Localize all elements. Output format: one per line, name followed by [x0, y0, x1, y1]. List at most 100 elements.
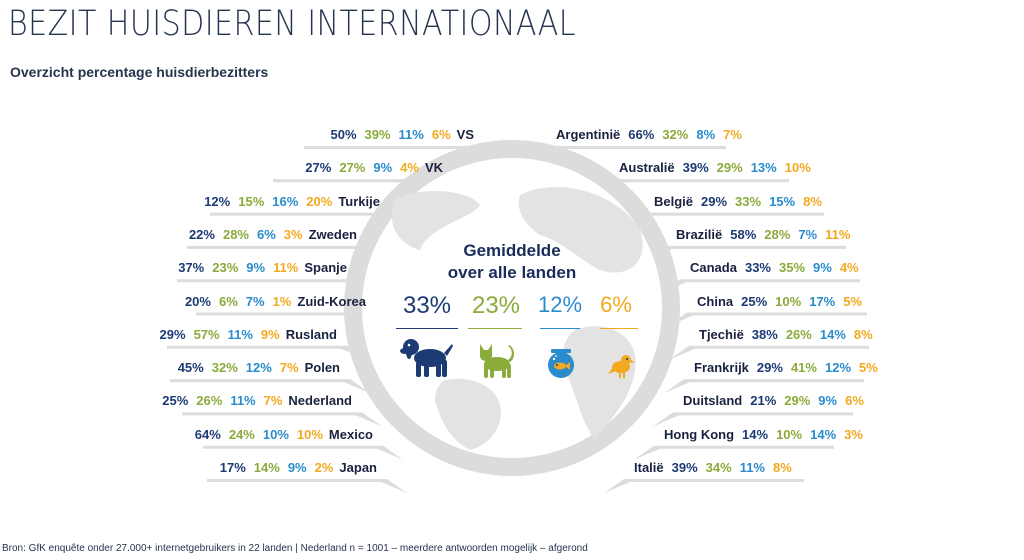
fish-value: 17% [809, 293, 836, 309]
country-row-left: 37% 23% 9% 11% Spanje [170, 259, 347, 277]
fish-value: 12% [824, 360, 852, 376]
bird-value: 4% [839, 260, 859, 276]
bird-value: 9% [260, 326, 280, 342]
connector-line [167, 345, 367, 360]
average-bird-value: 6% [600, 292, 632, 317]
country-name: Hong Kong [664, 426, 735, 442]
fish-value: 9% [373, 160, 393, 176]
fish-value: 11% [227, 326, 253, 342]
dog-value: 58% [730, 226, 757, 242]
country-name: Polen [304, 360, 340, 376]
fish-value: 7% [798, 226, 818, 242]
country-row-right: Canada 33% 35% 9% 4% [690, 259, 859, 277]
dog-value: 66% [628, 127, 655, 142]
cat-value: 32% [211, 360, 238, 376]
cat-value: 34% [705, 460, 732, 475]
country-name: VK [424, 160, 443, 176]
dog-value: 29% [159, 326, 186, 342]
bird-value: 11% [273, 260, 299, 276]
dog-value: 27% [305, 160, 332, 176]
country-row-right: China 25% 10% 17% 5% [697, 293, 862, 311]
fish-value: 11% [398, 127, 424, 142]
cat-value: 26% [196, 393, 223, 409]
fishbowl-icon [548, 349, 574, 378]
dog-icon [400, 339, 453, 377]
dog-value: 45% [177, 360, 204, 376]
average-dog-value: 33% [402, 292, 452, 319]
connector-line [669, 345, 869, 360]
cat-value: 28% [222, 226, 249, 242]
cat-value: 32% [662, 127, 689, 142]
country-name: Duitsland [683, 393, 743, 409]
bird-value: 3% [283, 226, 303, 242]
average-cat-underline [468, 328, 522, 329]
dog-value: 29% [701, 193, 728, 209]
cat-value: 10% [776, 426, 803, 442]
dog-value: 20% [184, 293, 211, 309]
fish-value: 15% [769, 193, 796, 209]
bird-value: 6% [845, 393, 864, 409]
continents-shape [391, 187, 643, 450]
cat-value: 29% [716, 160, 743, 176]
country-row-right: Tjechië 38% 26% 14% 8% [699, 326, 873, 344]
fish-value: 11% [739, 460, 765, 475]
connector-line [660, 279, 860, 294]
cat-value: 41% [790, 360, 817, 376]
fish-value: 9% [246, 260, 266, 276]
fish-value: 9% [818, 393, 838, 409]
cat-value: 26% [785, 326, 812, 342]
dog-value: 12% [204, 193, 231, 209]
country-row-left: 29% 57% 11% 9% Rusland [152, 326, 337, 344]
country-row-left: 64% 24% 10% 10% Mexico [187, 426, 373, 444]
dog-value: 17% [219, 460, 246, 475]
dog-value: 29% [756, 360, 783, 376]
dog-value: 14% [742, 426, 769, 442]
country-name: Mexico [328, 426, 373, 442]
country-name: Frankrijk [694, 360, 749, 376]
country-row-left: 20% 6% 7% 1% Zuid-Korea [177, 293, 366, 311]
country-name: VS [456, 127, 474, 142]
bird-value: 10% [296, 426, 323, 442]
dog-value: 25% [741, 293, 768, 309]
dog-value: 33% [744, 260, 771, 276]
fish-value: 12% [245, 360, 272, 376]
country-row-right: Argentinië 66% 32% 8% 7% [556, 126, 742, 144]
country-row-right: Hong Kong 14% 10% 14% 3% [664, 426, 863, 444]
average-fish-value: 12% [538, 292, 583, 317]
dog-value: 21% [750, 393, 777, 409]
bird-value: 20% [306, 193, 333, 209]
bird-icon [608, 355, 635, 378]
connector-line [653, 412, 853, 427]
dog-value: 50% [330, 127, 357, 142]
connector-line [667, 312, 867, 327]
country-name: Argentinië [556, 127, 621, 142]
country-row-right: Australië 39% 29% 13% 10% [619, 159, 811, 177]
fish-value: 9% [813, 260, 832, 276]
bird-value: 10% [784, 160, 811, 176]
country-row-right: Brazilië 58% 28% 7% 11% [676, 226, 850, 244]
dog-value: 22% [188, 226, 215, 242]
cat-value: 28% [764, 226, 791, 242]
fish-value: 13% [750, 160, 777, 176]
fish-value: 6% [257, 226, 276, 242]
country-name: Italië [634, 460, 664, 475]
country-name: Tjechië [699, 326, 744, 342]
dog-value: 39% [682, 160, 709, 176]
connector-line [203, 445, 403, 460]
country-name: België [654, 193, 694, 209]
source-note: Bron: GfK enquête onder 27.000+ internet… [2, 543, 588, 554]
country-row-left: 17% 14% 9% 2% Japan [212, 459, 377, 477]
average-heading-line1: Gemiddelde [463, 241, 561, 260]
country-name: Japan [339, 460, 377, 475]
average-heading: Gemiddelde over alle landen [437, 240, 587, 284]
average-heading-line2: over alle landen [447, 263, 577, 282]
fish-value: 9% [287, 460, 307, 475]
dog-value: 39% [671, 460, 698, 475]
bird-value: 7% [263, 393, 283, 409]
cat-value: 23% [212, 260, 239, 276]
connector-lines [167, 146, 869, 493]
country-name: Spanje [304, 260, 347, 276]
page-title: BEZIT HUISDIEREN INTERNATIONAAL [8, 4, 577, 44]
fish-value: 14% [819, 326, 846, 342]
country-name: Brazilië [676, 226, 723, 242]
